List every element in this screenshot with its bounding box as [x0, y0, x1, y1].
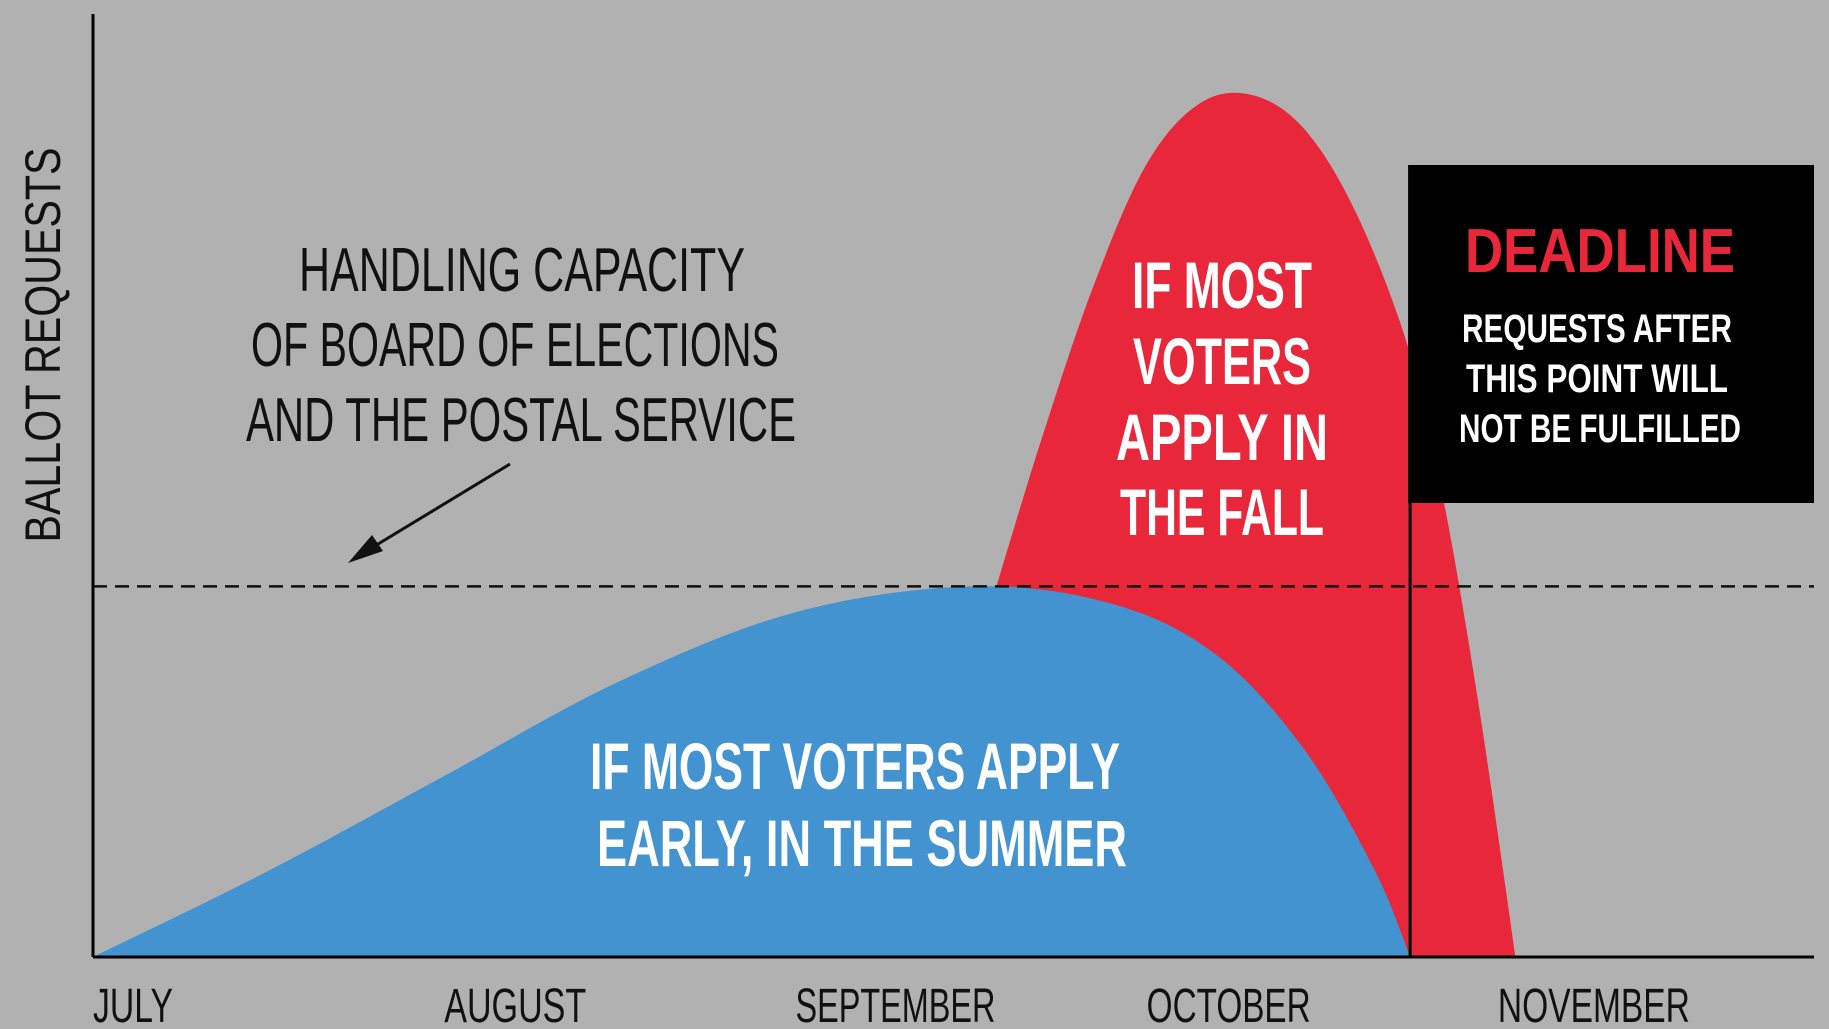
deadline-text-line: NOT BE FULFILLED — [1459, 407, 1741, 451]
x-tick-label-july: JULY — [93, 980, 173, 1029]
series-layer — [93, 92, 1516, 957]
x-tick-labels: JULY AUGUST SEPTEMBER OCTOBER NOVEMBER — [93, 980, 1690, 1029]
fall-label-line: IF MOST — [1132, 248, 1312, 322]
x-tick-label-august: AUGUST — [444, 980, 586, 1029]
x-tick-label-september: SEPTEMBER — [795, 980, 995, 1029]
capacity-label-line: OF BOARD OF ELECTIONS — [251, 311, 779, 380]
fall-label-line: VOTERS — [1133, 324, 1311, 398]
summer-series-area — [93, 586, 1411, 957]
summer-label-line: IF MOST VOTERS APPLY — [590, 729, 1120, 803]
deadline-text: REQUESTS AFTER THIS POINT WILL NOT BE FU… — [1459, 307, 1741, 451]
x-tick-label-october: OCTOBER — [1147, 980, 1311, 1029]
fall-label-line: APPLY IN — [1116, 400, 1328, 474]
summer-label-line: EARLY, IN THE SUMMER — [597, 806, 1127, 880]
fall-series-label: IF MOST VOTERS APPLY IN THE FALL — [1116, 248, 1328, 549]
capacity-label-line: AND THE POSTAL SERVICE — [246, 386, 796, 455]
fall-label-line: THE FALL — [1120, 475, 1324, 549]
capacity-label-line: HANDLING CAPACITY — [299, 236, 745, 305]
deadline-text-line: REQUESTS AFTER — [1462, 307, 1732, 351]
capacity-label: HANDLING CAPACITY OF BOARD OF ELECTIONS … — [246, 236, 796, 455]
deadline-title: DEADLINE — [1465, 217, 1735, 286]
y-axis-label: BALLOT REQUESTS — [15, 148, 71, 543]
capacity-arrow-line — [364, 462, 511, 554]
capacity-arrow-head — [348, 535, 383, 563]
x-tick-label-november: NOVEMBER — [1498, 980, 1690, 1029]
deadline-text-line: THIS POINT WILL — [1466, 357, 1728, 401]
summer-series-label: IF MOST VOTERS APPLY EARLY, IN THE SUMME… — [590, 729, 1127, 880]
deadline-box — [1408, 165, 1814, 503]
